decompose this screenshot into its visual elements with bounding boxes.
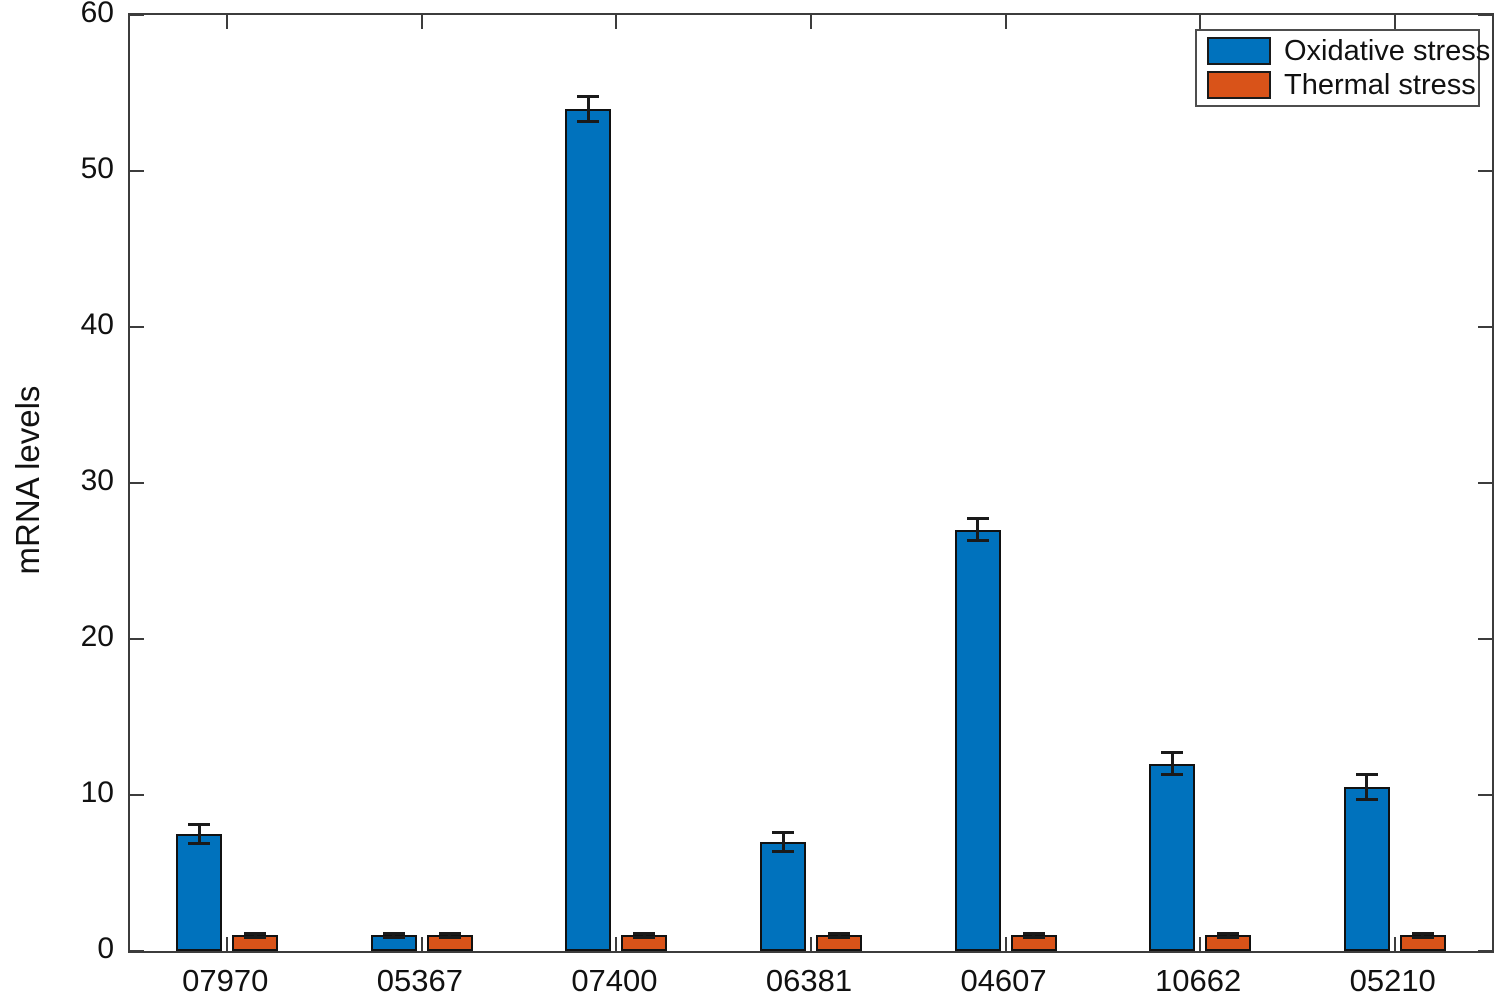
error-bar-cap-bottom-oxidative-stress-04607 — [966, 539, 989, 543]
bar-oxidative-stress-05210 — [1343, 787, 1390, 951]
error-bar-stem-oxidative-stress-10662 — [1170, 752, 1174, 775]
error-bar-cap-bottom-oxidative-stress-07400 — [577, 119, 600, 123]
error-bar-cap-bottom-thermal-stress-04607 — [1022, 935, 1045, 939]
error-bar-cap-bottom-thermal-stress-07400 — [633, 935, 656, 939]
legend-swatch-thermal-stress — [1207, 71, 1271, 100]
error-bar-cap-bottom-oxidative-stress-06381 — [772, 849, 794, 853]
error-bar-cap-top-oxidative-stress-10662 — [1161, 751, 1184, 755]
x-axis-tick — [420, 937, 423, 951]
x-axis-tick-top — [615, 15, 618, 29]
y-tick-label: 50 — [80, 152, 114, 185]
error-bar-cap-top-oxidative-stress-07400 — [577, 94, 600, 98]
error-bar-cap-top-thermal-stress-10662 — [1217, 931, 1240, 935]
error-bar-cap-bottom-oxidative-stress-10662 — [1161, 773, 1184, 777]
x-tick-label: 05210 — [1349, 963, 1436, 994]
plot-area — [128, 13, 1494, 953]
error-bar-cap-bottom-thermal-stress-05367 — [438, 935, 461, 939]
y-tick-label: 30 — [80, 464, 114, 497]
error-bar-stem-thermal-stress-05210 — [1421, 933, 1425, 938]
y-axis-tick — [130, 794, 144, 796]
error-bar-cap-top-oxidative-stress-05367 — [382, 931, 405, 935]
x-axis-tick-top — [226, 15, 229, 29]
error-bar-stem-oxidative-stress-05210 — [1365, 774, 1369, 800]
x-axis-tick-top — [810, 15, 812, 29]
error-bar-stem-oxidative-stress-05367 — [392, 933, 396, 938]
bar-oxidative-stress-04607 — [954, 529, 1001, 951]
error-bar-cap-bottom-thermal-stress-10662 — [1217, 936, 1240, 940]
error-bar-cap-top-oxidative-stress-04607 — [966, 517, 989, 521]
y-tick-label: 20 — [80, 620, 114, 653]
y-axis-tick-right — [1478, 170, 1492, 172]
y-axis-tick-right — [1478, 638, 1492, 640]
error-bar-stem-thermal-stress-10662 — [1226, 933, 1230, 938]
x-axis-tick-top — [1393, 15, 1396, 29]
error-bar-cap-bottom-oxidative-stress-07970 — [188, 841, 211, 845]
error-bar-cap-top-thermal-stress-07400 — [633, 932, 656, 936]
error-bar-stem-thermal-stress-05367 — [448, 933, 452, 938]
error-bar-cap-bottom-thermal-stress-07970 — [244, 936, 267, 940]
y-axis-tick — [130, 638, 144, 640]
error-bar-stem-oxidative-stress-04607 — [976, 518, 980, 541]
x-axis-tick — [810, 937, 812, 951]
error-bar-cap-bottom-thermal-stress-06381 — [828, 936, 850, 940]
bar-oxidative-stress-06381 — [760, 841, 806, 951]
legend-item-oxidative-stress: Oxidative stress — [1197, 34, 1490, 68]
x-axis-tick — [615, 937, 618, 951]
x-axis-tick — [1004, 937, 1007, 951]
x-tick-label: 07400 — [571, 963, 658, 994]
y-axis-tick — [130, 326, 144, 328]
y-axis-tick — [130, 14, 144, 16]
x-axis-tick — [1393, 937, 1396, 951]
legend: Oxidative stress Thermal stress — [1195, 29, 1490, 107]
x-tick-label: 06381 — [765, 963, 853, 994]
error-bar-cap-top-thermal-stress-05367 — [438, 932, 461, 936]
y-tick-label: 40 — [80, 308, 114, 341]
error-bar-stem-oxidative-stress-06381 — [781, 832, 785, 852]
error-bar-cap-top-oxidative-stress-06381 — [772, 830, 794, 834]
y-tick-label: 10 — [80, 776, 114, 809]
error-bar-cap-top-thermal-stress-05210 — [1411, 932, 1434, 936]
y-axis-tick — [130, 482, 144, 484]
x-axis-tick-top — [1004, 15, 1007, 29]
y-tick-label: 60 — [80, 0, 114, 29]
error-bar-cap-bottom-oxidative-stress-05210 — [1355, 798, 1378, 802]
y-axis-tick-right — [1478, 950, 1492, 952]
error-bar-cap-top-oxidative-stress-05210 — [1355, 773, 1378, 777]
y-axis-tick-right — [1478, 794, 1492, 796]
y-axis-tick-right — [1478, 14, 1492, 16]
y-axis-tick — [130, 170, 144, 172]
x-axis-tick — [1199, 937, 1202, 951]
error-bar-cap-bottom-oxidative-stress-05367 — [382, 936, 405, 940]
x-axis-tick — [226, 937, 229, 951]
error-bar-cap-top-thermal-stress-04607 — [1022, 932, 1045, 936]
legend-label-oxidative-stress: Oxidative stress — [1284, 34, 1491, 67]
error-bar-cap-bottom-thermal-stress-05210 — [1411, 935, 1434, 939]
legend-swatch-oxidative-stress — [1207, 36, 1271, 65]
y-axis-tick-right — [1478, 326, 1492, 328]
error-bar-stem-thermal-stress-07970 — [253, 933, 257, 938]
error-bar-stem-oxidative-stress-07970 — [197, 824, 201, 844]
error-bar-cap-top-oxidative-stress-07970 — [188, 823, 211, 827]
x-tick-label: 07970 — [182, 963, 269, 994]
x-axis-tick-top — [420, 15, 423, 29]
error-bar-stem-thermal-stress-04607 — [1032, 933, 1036, 938]
error-bar-stem-thermal-stress-07400 — [642, 933, 646, 938]
bar-oxidative-stress-07970 — [176, 834, 223, 951]
error-bar-cap-top-thermal-stress-06381 — [828, 931, 850, 935]
error-bar-stem-oxidative-stress-07400 — [586, 96, 590, 122]
error-bar-stem-thermal-stress-06381 — [837, 933, 841, 938]
error-bar-cap-top-thermal-stress-07970 — [244, 931, 267, 935]
x-tick-label: 05367 — [376, 963, 463, 994]
x-tick-label: 04607 — [960, 963, 1047, 994]
x-tick-label: 10662 — [1155, 963, 1242, 994]
x-axis-tick-top — [1199, 15, 1202, 29]
y-axis-tick — [130, 950, 144, 952]
bar-oxidative-stress-10662 — [1149, 763, 1196, 951]
y-tick-label: 0 — [97, 932, 114, 965]
bar-oxidative-stress-07400 — [565, 108, 612, 951]
legend-label-thermal-stress: Thermal stress — [1284, 69, 1476, 102]
y-axis-tick-right — [1478, 482, 1492, 484]
legend-item-thermal-stress: Thermal stress — [1197, 68, 1478, 102]
